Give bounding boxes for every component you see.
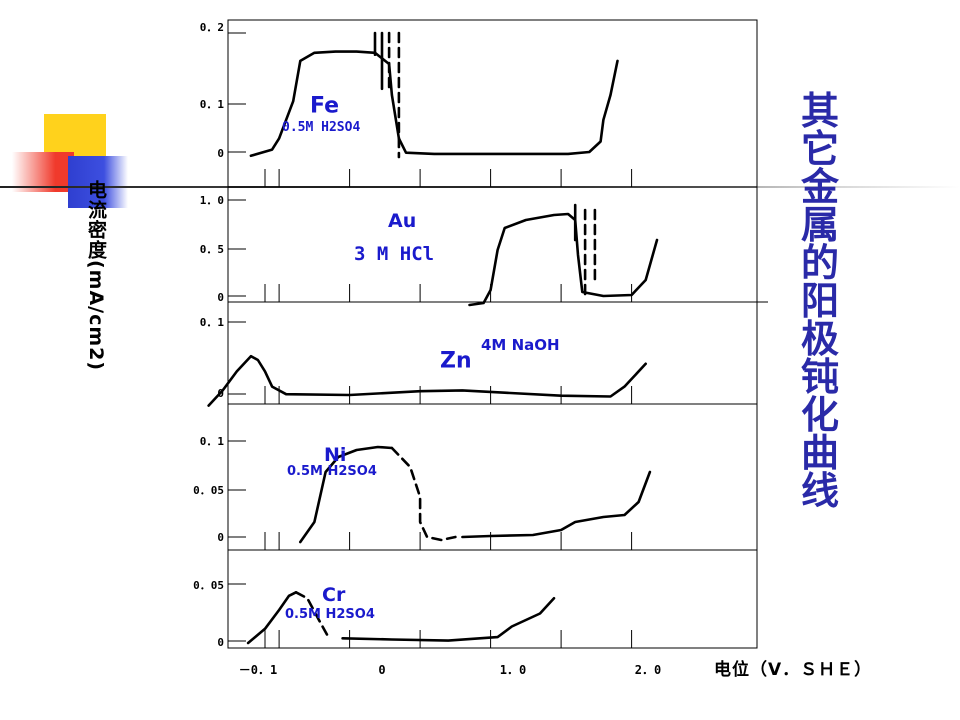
y-tick-label: 0 bbox=[217, 531, 224, 544]
x-axis-title: 电位（V．ＳＨＥ） bbox=[714, 660, 873, 680]
y-tick-label: 0．5 bbox=[200, 243, 224, 256]
curve-cr-solid bbox=[246, 591, 298, 645]
metal-label: Zn bbox=[440, 349, 472, 374]
x-tick-label: 0 bbox=[378, 663, 385, 677]
curve-cr-dashed bbox=[294, 591, 330, 639]
y-tick-label: 0．05 bbox=[193, 579, 224, 592]
y-tick-label: 0 bbox=[217, 636, 224, 649]
metal-label: Au bbox=[388, 210, 416, 232]
curve-ni-solid bbox=[299, 445, 394, 544]
panel-cr: 0．05 0 Cr0.5M H2SO4 bbox=[193, 549, 758, 649]
x-tick-label: 2．0 bbox=[635, 663, 661, 677]
y-tick-label: 0 bbox=[217, 147, 224, 160]
curve-zn-solid bbox=[207, 354, 647, 407]
curve-au-solid bbox=[468, 212, 659, 307]
metal-label: Cr bbox=[322, 584, 346, 606]
y-tick-label: 0 bbox=[217, 291, 224, 304]
x-tick-label: 1．0 bbox=[500, 663, 526, 677]
curve-ni-solid bbox=[461, 470, 652, 539]
electrolyte-label: 3 M HCl bbox=[354, 243, 434, 265]
side-title: 其它金属的阳极钝化曲线 bbox=[800, 89, 839, 513]
curve-ni-dashed bbox=[390, 446, 457, 542]
y-tick-label: 0．1 bbox=[200, 98, 225, 111]
panel-au: 1．0 0．5 0 Au 3 M HCl bbox=[200, 186, 758, 307]
deco-red-block bbox=[12, 152, 74, 192]
y-tick-label: 0．05 bbox=[193, 484, 224, 497]
panel-frame bbox=[227, 549, 758, 649]
curve-cr-solid bbox=[341, 596, 556, 642]
y-tick-label: 0．1 bbox=[200, 435, 225, 448]
electrolyte-label: 0.5M H2SO4 bbox=[282, 120, 360, 135]
y-tick-label: 1．0 bbox=[200, 194, 224, 207]
panel-fe: 0．2 0．1 0 Fe0.5M H2SO4 bbox=[200, 19, 758, 188]
y-axis-title: 电流密度(mA/cm2) bbox=[85, 180, 107, 372]
panel-frame bbox=[227, 19, 758, 188]
curve-fe-solid bbox=[249, 50, 619, 158]
y-tick-label: 0．2 bbox=[200, 21, 224, 34]
x-tick-label: －0．1 bbox=[239, 663, 277, 677]
deco-blue-block bbox=[68, 156, 128, 208]
y-tick-label: 0．1 bbox=[200, 316, 225, 329]
panel-ni: 0．1 0．05 0 Ni0.5M H2SO4 bbox=[193, 403, 758, 551]
electrolyte-label: 4M NaOH bbox=[481, 336, 560, 354]
metal-label: Ni bbox=[324, 444, 346, 466]
metal-label: Fe bbox=[310, 94, 339, 119]
electrolyte-label: 0.5M H2SO4 bbox=[287, 464, 377, 479]
electrolyte-label: 0.5M H2SO4 bbox=[285, 607, 375, 622]
